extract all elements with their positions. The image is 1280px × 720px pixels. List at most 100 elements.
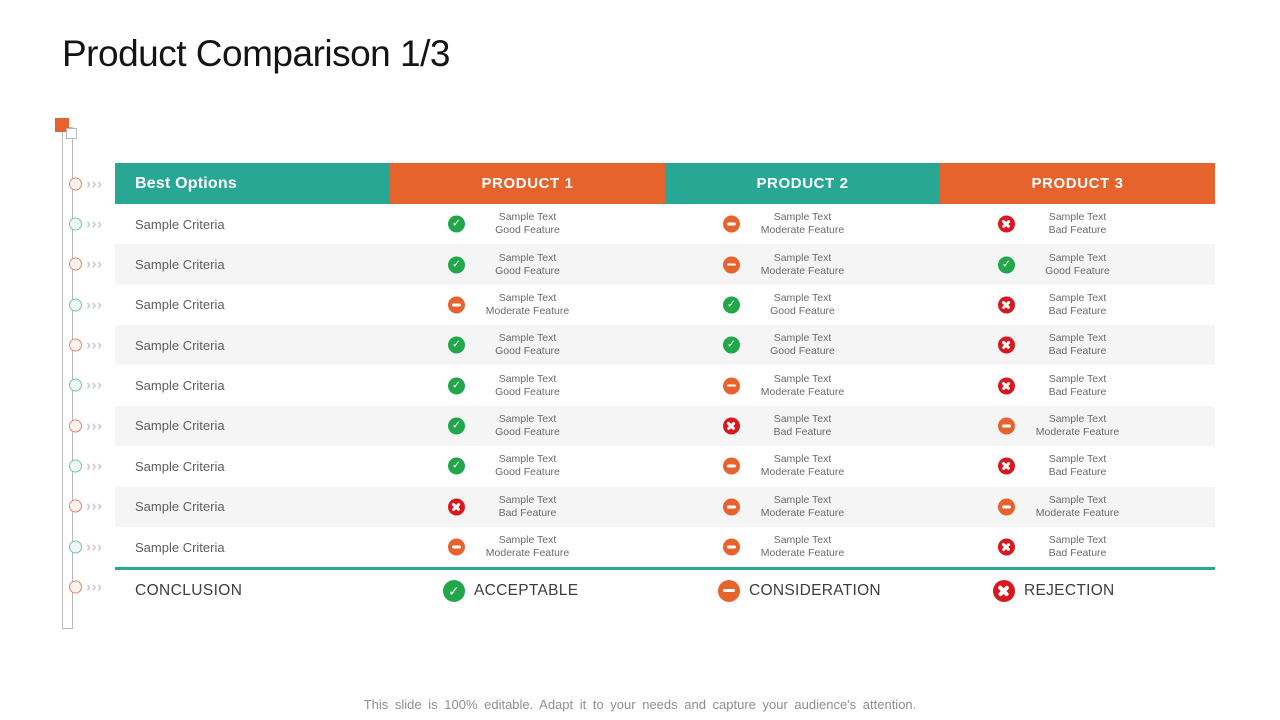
criteria-label: Sample Criteria — [135, 297, 225, 313]
status-line-1: Sample Text — [1048, 534, 1107, 547]
cross-circle-icon — [998, 296, 1015, 314]
status-line-2: Moderate Feature — [760, 385, 845, 398]
triple-chevron-icon: ››› — [86, 255, 103, 273]
status-text: Sample Text Bad Feature — [1049, 534, 1107, 560]
rail-marker: ››› — [69, 176, 103, 191]
status-text: Sample Text Good Feature — [1045, 252, 1110, 278]
status-line-1: Sample Text — [773, 412, 832, 425]
minus-circle-icon — [723, 538, 740, 556]
table-row: Sample Criteria Sample Text Moderate Fea… — [115, 285, 1215, 325]
cross-circle-icon — [448, 498, 465, 516]
check-circle-icon — [998, 256, 1015, 274]
marker-dot-icon — [69, 580, 82, 594]
status-text: Sample Text Good Feature — [495, 252, 560, 278]
status-line-2: Good Feature — [495, 425, 560, 438]
status-text: Sample Text Moderate Feature — [761, 211, 844, 237]
criteria-label: Sample Criteria — [135, 216, 225, 232]
check-circle-icon — [448, 256, 465, 274]
product-3-cell: Sample Text Bad Feature — [940, 204, 1215, 244]
status-text: Sample Text Moderate Feature — [1036, 494, 1119, 520]
status-line-2: Moderate Feature — [760, 506, 845, 519]
minus-circle-icon — [723, 498, 740, 516]
comparison-table: Best Options PRODUCT 1 PRODUCT 2 PRODUCT… — [115, 163, 1215, 611]
product-2-cell: Sample Text Bad Feature — [665, 406, 940, 446]
criteria-label: Sample Criteria — [135, 257, 225, 273]
status-text: Sample Text Bad Feature — [1049, 332, 1107, 358]
triple-chevron-icon: ››› — [86, 457, 103, 475]
status-text: Sample Text Good Feature — [770, 292, 835, 318]
rail-marker: ››› — [69, 580, 103, 595]
slide-title: Product Comparison 1/3 — [62, 33, 450, 74]
triple-chevron-icon: ››› — [86, 336, 103, 354]
status-line-1: Sample Text — [498, 372, 557, 385]
status-line-2: Good Feature — [495, 224, 560, 237]
header-best-options: Best Options — [115, 163, 390, 204]
header-label: PRODUCT 1 — [481, 175, 574, 192]
minus-circle-icon — [723, 215, 740, 233]
status-line-1: Sample Text — [773, 493, 832, 506]
status-text: Sample Text Bad Feature — [774, 413, 832, 439]
status-text: Sample Text Good Feature — [770, 332, 835, 358]
table-row: Sample Criteria Sample Text Good Feature… — [115, 244, 1215, 285]
rail-marker: ››› — [69, 257, 103, 272]
table-row: Sample Criteria Sample Text Bad Feature … — [115, 486, 1215, 527]
marker-dot-icon — [69, 459, 82, 473]
minus-circle-icon — [723, 457, 740, 475]
minus-circle-icon — [718, 579, 740, 602]
check-circle-icon — [448, 417, 465, 435]
product-3-cell: Sample Text Bad Feature — [940, 325, 1215, 365]
orange-square-decoration — [55, 118, 69, 132]
status-line-1: Sample Text — [773, 251, 832, 264]
status-line-1: Sample Text — [1048, 453, 1107, 466]
triple-chevron-icon: ››› — [86, 497, 103, 515]
status-line-2: Good Feature — [770, 304, 835, 317]
triple-chevron-icon: ››› — [86, 175, 103, 192]
rail-marker: ››› — [69, 216, 103, 231]
check-circle-icon — [448, 336, 465, 354]
check-circle-icon — [723, 296, 740, 314]
marker-dot-icon — [69, 257, 82, 271]
product-1-cell: Sample Text Good Feature — [390, 446, 665, 486]
check-circle-icon — [723, 336, 740, 354]
product-1-cell: Sample Text Moderate Feature — [390, 527, 665, 567]
product-2-cell: Sample Text Moderate Feature — [665, 204, 940, 244]
check-circle-icon — [448, 377, 465, 395]
status-line-1: Sample Text — [773, 534, 832, 547]
product-2-cell: Sample Text Good Feature — [665, 285, 940, 325]
check-circle-icon — [448, 215, 465, 233]
triple-chevron-icon: ››› — [86, 376, 103, 394]
rail-marker: ››› — [69, 378, 103, 393]
product-2-cell: Sample Text Moderate Feature — [665, 244, 940, 284]
rail-marker: ››› — [69, 459, 103, 474]
status-line-1: Sample Text — [1048, 372, 1107, 385]
product-3-cell: Sample Text Moderate Feature — [940, 487, 1215, 527]
conclusion-consideration: CONSIDERATION — [665, 579, 940, 602]
minus-circle-icon — [998, 417, 1015, 435]
product-3-cell: Sample Text Moderate Feature — [940, 406, 1215, 446]
rail-marker: ››› — [69, 539, 103, 554]
triple-chevron-icon: ››› — [86, 417, 103, 435]
status-text: Sample Text Moderate Feature — [1036, 413, 1119, 439]
status-line-1: Sample Text — [1048, 211, 1107, 224]
rail-marker: ››› — [69, 297, 103, 312]
status-text: Sample Text Bad Feature — [1049, 453, 1107, 479]
header-label: Best Options — [135, 174, 237, 192]
cross-circle-icon — [998, 336, 1015, 354]
minus-circle-icon — [448, 296, 465, 314]
triple-chevron-icon: ››› — [86, 578, 103, 596]
marker-dot-icon — [69, 499, 82, 513]
table-row: Sample Criteria Sample Text Good Feature… — [115, 365, 1215, 405]
conclusion-acceptable: ACCEPTABLE — [390, 579, 665, 602]
status-text: Sample Text Good Feature — [495, 373, 560, 399]
rail-marker: ››› — [69, 499, 103, 514]
status-line-2: Bad Feature — [773, 425, 832, 438]
status-line-1: Sample Text — [498, 251, 557, 264]
product-1-cell: Sample Text Good Feature — [390, 244, 665, 284]
status-line-1: Sample Text — [498, 453, 557, 466]
product-2-cell: Sample Text Moderate Feature — [665, 527, 940, 567]
conclusion-item-label: CONSIDERATION — [749, 581, 881, 599]
conclusion-row: CONCLUSION ACCEPTABLE CONSIDERATION REJE… — [115, 567, 1215, 611]
status-line-2: Moderate Feature — [760, 466, 845, 479]
status-line-2: Bad Feature — [1048, 345, 1107, 358]
